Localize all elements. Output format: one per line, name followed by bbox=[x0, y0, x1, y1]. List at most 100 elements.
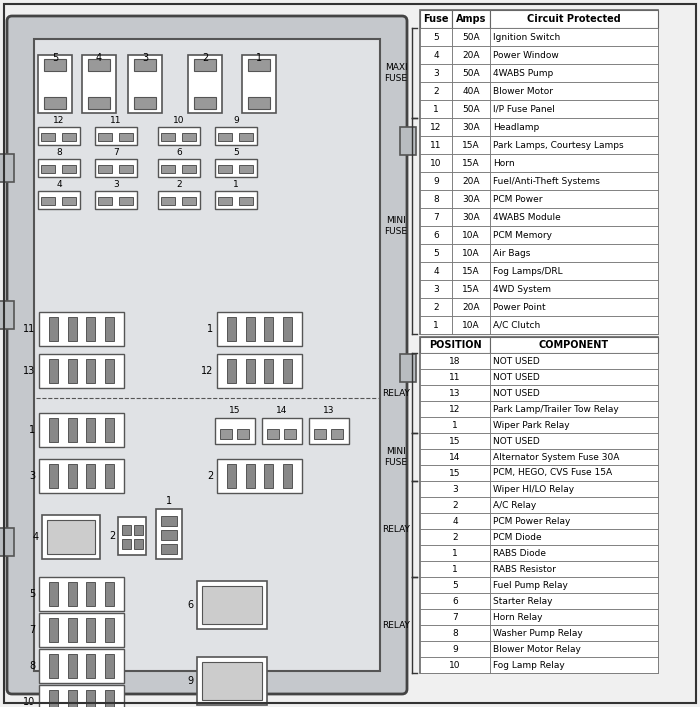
Text: 6: 6 bbox=[433, 230, 439, 240]
Bar bbox=[86, 419, 95, 443]
Text: 30A: 30A bbox=[462, 122, 480, 132]
Text: 14: 14 bbox=[449, 452, 461, 462]
Bar bbox=[95, 191, 137, 209]
Bar bbox=[284, 429, 296, 440]
Bar bbox=[188, 55, 222, 113]
Text: 11: 11 bbox=[449, 373, 461, 382]
Bar bbox=[86, 655, 95, 679]
Bar bbox=[420, 481, 490, 497]
Bar bbox=[118, 518, 146, 556]
Bar bbox=[452, 154, 490, 172]
Bar bbox=[158, 127, 200, 145]
Text: 9: 9 bbox=[452, 645, 458, 653]
Text: A/C Relay: A/C Relay bbox=[493, 501, 536, 510]
Bar bbox=[68, 464, 76, 489]
Bar bbox=[105, 359, 114, 383]
Bar bbox=[161, 516, 177, 527]
Bar bbox=[49, 691, 58, 707]
Bar bbox=[420, 353, 490, 369]
Bar bbox=[62, 197, 76, 205]
Bar bbox=[265, 359, 274, 383]
Bar bbox=[452, 118, 490, 136]
Bar bbox=[490, 280, 658, 298]
Text: 1: 1 bbox=[29, 426, 35, 436]
Text: 6: 6 bbox=[176, 148, 182, 157]
Text: Air Bags: Air Bags bbox=[493, 248, 531, 257]
Bar bbox=[161, 544, 177, 554]
Bar bbox=[105, 619, 114, 643]
Text: 11: 11 bbox=[111, 116, 122, 125]
Bar bbox=[49, 464, 58, 489]
Bar bbox=[88, 97, 110, 109]
Bar bbox=[420, 385, 490, 401]
Bar bbox=[420, 465, 490, 481]
Bar bbox=[248, 97, 270, 109]
Bar bbox=[86, 359, 95, 383]
Text: 30A: 30A bbox=[462, 194, 480, 204]
Bar bbox=[42, 515, 100, 559]
Bar bbox=[194, 59, 216, 71]
Bar bbox=[246, 359, 255, 383]
Text: PCM, HEGO, CVS Fuse 15A: PCM, HEGO, CVS Fuse 15A bbox=[493, 469, 612, 477]
Bar bbox=[68, 619, 76, 643]
Bar bbox=[452, 316, 490, 334]
Bar bbox=[227, 317, 236, 341]
Text: 40A: 40A bbox=[462, 86, 480, 95]
Bar bbox=[215, 419, 255, 445]
Text: 1: 1 bbox=[166, 496, 172, 506]
Text: Fuel Pump Relay: Fuel Pump Relay bbox=[493, 580, 568, 590]
Text: 1: 1 bbox=[433, 320, 439, 329]
Bar bbox=[452, 10, 490, 28]
Bar bbox=[105, 317, 114, 341]
Bar bbox=[452, 136, 490, 154]
Text: 9: 9 bbox=[188, 677, 194, 686]
Bar bbox=[284, 464, 292, 489]
Bar bbox=[420, 657, 490, 673]
Bar bbox=[39, 414, 124, 448]
Bar bbox=[246, 317, 255, 341]
Text: 10: 10 bbox=[430, 158, 442, 168]
Bar bbox=[220, 429, 232, 440]
Bar bbox=[262, 419, 302, 445]
Bar bbox=[490, 10, 658, 28]
Bar bbox=[49, 419, 58, 443]
Bar bbox=[265, 464, 274, 489]
Bar bbox=[420, 172, 452, 190]
Text: Starter Relay: Starter Relay bbox=[493, 597, 552, 605]
Bar bbox=[88, 59, 110, 71]
Text: RABS Diode: RABS Diode bbox=[493, 549, 546, 558]
Bar bbox=[217, 354, 302, 388]
Text: 11: 11 bbox=[22, 325, 35, 334]
Bar bbox=[314, 429, 326, 440]
Bar bbox=[452, 244, 490, 262]
Bar bbox=[490, 244, 658, 262]
Bar bbox=[490, 262, 658, 280]
Bar bbox=[490, 465, 658, 481]
Bar bbox=[86, 464, 95, 489]
Text: 4: 4 bbox=[433, 267, 439, 276]
Text: 2: 2 bbox=[206, 472, 213, 481]
Bar bbox=[452, 208, 490, 226]
Bar bbox=[246, 464, 255, 489]
Bar bbox=[98, 197, 112, 205]
Text: 2: 2 bbox=[108, 532, 115, 542]
Bar bbox=[122, 525, 131, 535]
Text: 12: 12 bbox=[53, 116, 64, 125]
Bar bbox=[490, 369, 658, 385]
Text: NOT USED: NOT USED bbox=[493, 389, 540, 397]
Bar bbox=[0, 301, 14, 329]
Text: 4: 4 bbox=[56, 180, 62, 189]
Bar bbox=[68, 583, 76, 607]
Bar bbox=[420, 417, 490, 433]
Text: 8: 8 bbox=[56, 148, 62, 157]
Bar bbox=[105, 583, 114, 607]
Text: 12: 12 bbox=[430, 122, 442, 132]
Bar bbox=[490, 353, 658, 369]
Bar bbox=[452, 280, 490, 298]
Bar bbox=[242, 55, 276, 113]
Bar bbox=[68, 691, 76, 707]
Text: Fog Lamp Relay: Fog Lamp Relay bbox=[493, 660, 565, 670]
Text: Blower Motor: Blower Motor bbox=[493, 86, 553, 95]
Bar bbox=[490, 449, 658, 465]
Bar bbox=[420, 100, 452, 118]
